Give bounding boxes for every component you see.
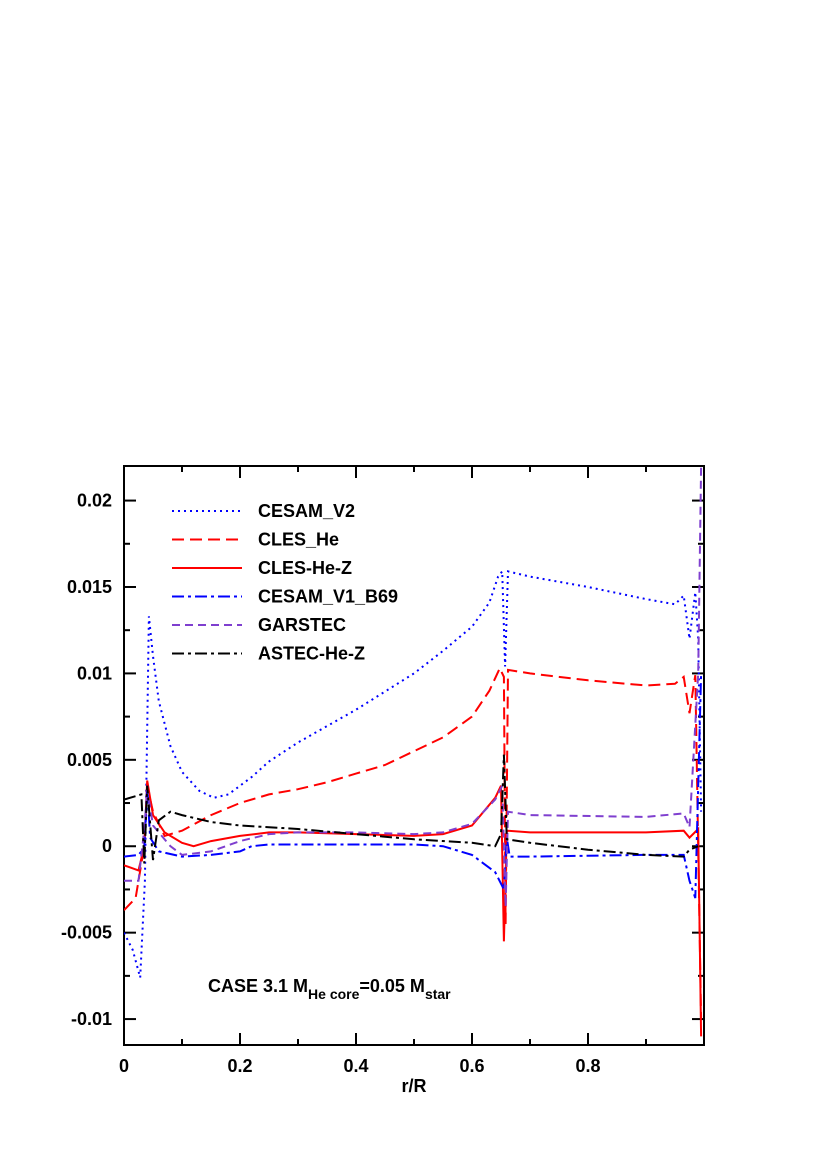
annotation-sub: He core <box>308 986 360 1002</box>
y-tick-label: 0.02 <box>77 491 112 511</box>
y-tick-label: -0.005 <box>61 923 112 943</box>
y-tick-label: 0.015 <box>67 577 112 597</box>
legend-label: CESAM_V2 <box>258 501 355 521</box>
annotation-sub: star <box>425 986 451 1002</box>
legend-label: GARSTEC <box>258 615 346 635</box>
y-tick-label: 0.005 <box>67 750 112 770</box>
x-tick-label: 0.4 <box>343 1056 368 1076</box>
series-line <box>124 568 703 978</box>
plot-lines <box>124 466 703 1037</box>
annotation-part: =0.05 M <box>359 976 425 996</box>
legend-label: CESAM_V1_B69 <box>258 587 398 607</box>
plot-frame <box>123 465 705 1046</box>
annotation-part: CASE 3.1 M <box>208 976 308 996</box>
y-tick-label: 0 <box>102 836 112 856</box>
series-line <box>124 780 703 1037</box>
series-line <box>124 466 703 907</box>
y-tick-label: 0.01 <box>77 663 112 683</box>
x-tick-label: 0.2 <box>227 1056 252 1076</box>
legend-label: CLES_He <box>258 530 339 550</box>
x-tick-label: 0.8 <box>575 1056 600 1076</box>
series-line <box>124 673 703 899</box>
x-axis-label: r/R <box>401 1076 426 1096</box>
x-tick-label: 0.6 <box>459 1056 484 1076</box>
legend-label: CLES-He-Z <box>258 558 352 578</box>
legend-label: ASTEC-He-Z <box>258 644 365 664</box>
x-tick-label: 0 <box>119 1056 129 1076</box>
annotation: CASE 3.1 MHe core=0.05 Mstar <box>208 976 451 1002</box>
series-line <box>124 754 699 864</box>
series-line <box>124 665 703 1020</box>
y-tick-label: -0.01 <box>71 1009 112 1029</box>
